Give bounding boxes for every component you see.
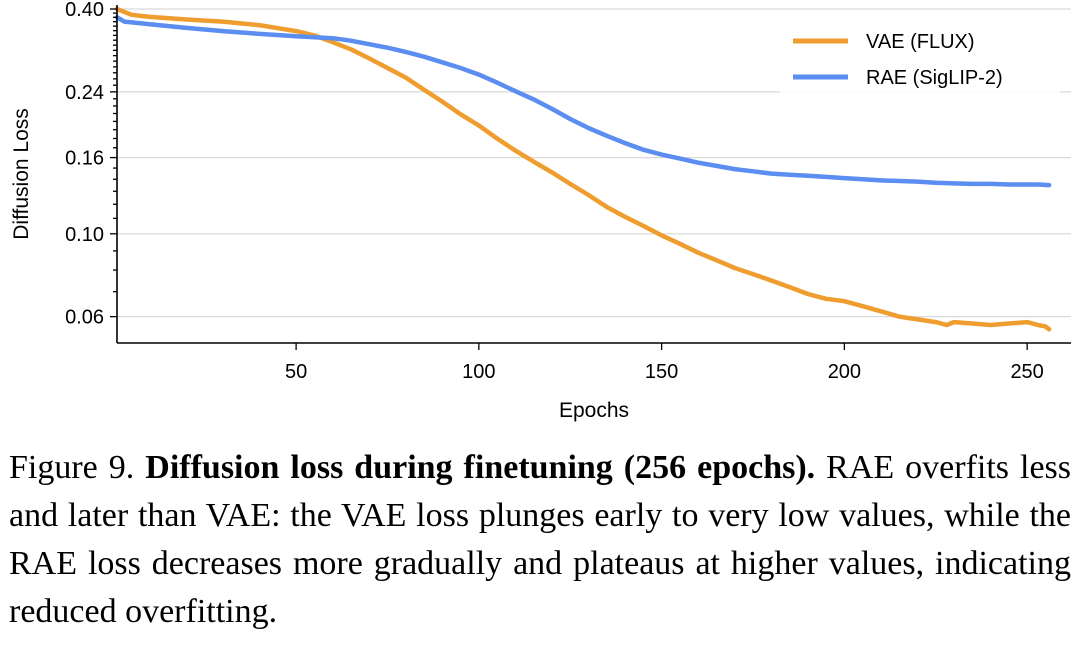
figure-caption: Figure 9. Diffusion loss during finetuni… [9,444,1071,636]
y-tick-label: 0.10 [65,224,104,246]
caption-title: Diffusion loss during finetuning (256 ep… [145,449,816,486]
series-line-rae [114,15,1052,188]
legend: VAE (FLUX) RAE (SigLIP-2) [780,20,1060,100]
series-lines [114,6,1052,332]
x-axis-label: Epochs [559,399,629,422]
x-tick-label: 50 [285,361,307,383]
y-axis-label: Diffusion Loss [10,108,33,240]
caption-body: RAE overfits less and later than VAE: th… [9,449,1072,630]
legend-label-vae: VAE (FLUX) [866,31,975,53]
x-tick-label: 250 [1010,361,1043,383]
legend-label-rae: RAE (SigLIP-2) [866,67,1003,89]
ticks: 0.06 0.10 0.16 0.24 0.40 50 100 150 200 250 [65,0,1044,383]
y-tick-label: 0.24 [65,82,104,104]
diffusion-loss-chart: 0.06 0.10 0.16 0.24 0.40 50 100 150 200 250 Epoch… [10,0,1071,422]
x-tick-label: 200 [828,361,861,383]
x-tick-label: 150 [645,361,678,383]
y-tick-label: 0.16 [65,148,104,170]
series-line-vae [114,6,1052,332]
caption-label: Figure 9. [9,449,135,486]
y-tick-label: 0.06 [65,307,104,329]
y-tick-label: 0.40 [65,0,104,21]
x-tick-label: 100 [462,361,495,383]
legend-box [780,20,1060,100]
